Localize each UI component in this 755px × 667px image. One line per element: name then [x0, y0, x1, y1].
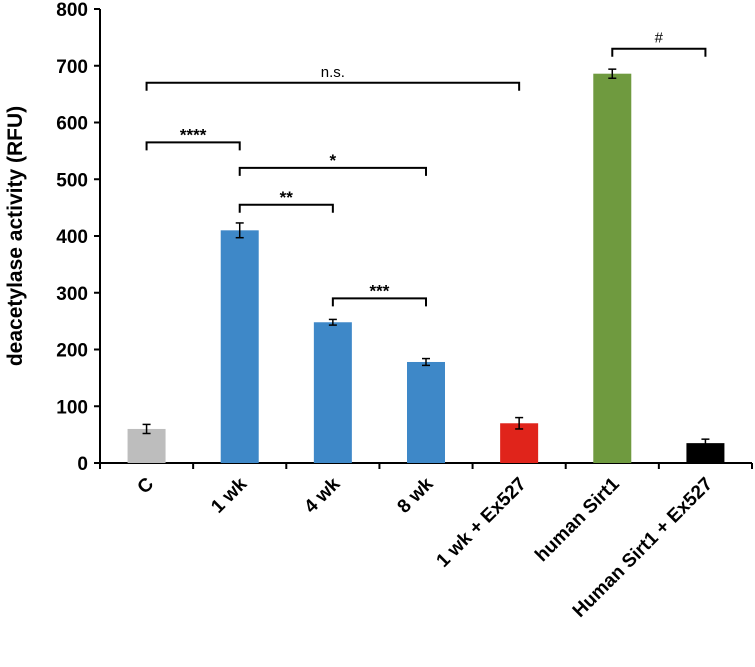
y-tick-label: 500: [56, 170, 88, 191]
x-tick-label: 1 wk + Ex527: [433, 474, 531, 572]
x-tick-label: 4 wk: [300, 473, 344, 517]
significance-bracket: [331, 297, 427, 307]
significance-brackets: n.s.**********#: [145, 30, 707, 307]
y-tick-label: 100: [56, 397, 88, 418]
bar: [686, 443, 725, 463]
x-tick-label: human Sirt1: [531, 473, 624, 566]
significance-label: n.s.: [321, 64, 345, 81]
y-tick-label: 0: [77, 454, 88, 475]
significance-bracket: [145, 81, 521, 91]
y-tick-label: 400: [56, 227, 88, 248]
significance-label: ***: [369, 281, 389, 300]
bar: [220, 230, 259, 463]
significance-label: ****: [180, 125, 207, 144]
y-tick-label: 300: [56, 284, 88, 305]
y-axis-label: deacetylase activity (RFU): [4, 106, 27, 366]
bar: [407, 361, 445, 463]
x-tick-label: 1 wk: [207, 473, 251, 517]
bar: [500, 423, 539, 463]
significance-bracket: [611, 47, 707, 57]
y-tick-label: 800: [56, 0, 88, 21]
significance-bracket: [238, 203, 334, 213]
bars: [127, 68, 725, 463]
significance-bracket: [145, 141, 241, 151]
y-tick-label: 600: [56, 114, 88, 135]
significance-bracket: [238, 166, 427, 176]
significance-label: #: [655, 30, 664, 47]
y-axis: 0 100 200 300 400 500 600 700 800: [56, 0, 101, 475]
significance-label: *: [330, 151, 337, 170]
x-tick-label: 8 wk: [394, 473, 438, 517]
y-tick-label: 200: [56, 341, 88, 362]
bar: [127, 428, 166, 463]
bar: [313, 322, 352, 463]
bar: [593, 73, 632, 463]
significance-label: **: [280, 188, 294, 207]
x-tick-label: C: [134, 473, 159, 498]
y-tick-label: 700: [56, 57, 88, 78]
